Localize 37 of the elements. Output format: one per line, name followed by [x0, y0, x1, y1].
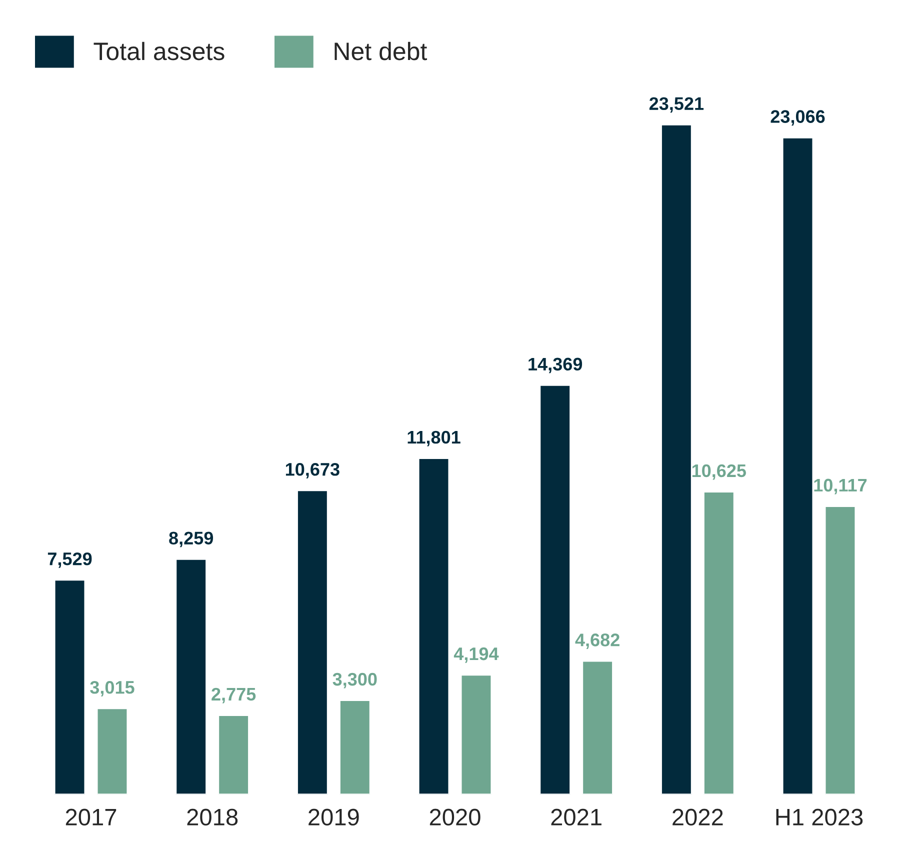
- bar: [703, 491, 735, 794]
- bar: [418, 458, 450, 794]
- data-label: 11,801: [408, 430, 460, 446]
- x-tick-label: 2022: [672, 808, 723, 826]
- bar: [175, 558, 207, 794]
- data-label: 23,066: [770, 110, 825, 126]
- bar: [660, 124, 692, 794]
- x-tick-label: 2017: [66, 808, 116, 826]
- bar: [339, 700, 371, 794]
- data-label: 3,015: [90, 681, 134, 696]
- bar: [218, 714, 250, 794]
- data-label: 4,682: [575, 634, 620, 649]
- data-label: 10,673: [286, 462, 340, 478]
- bar: [539, 384, 571, 794]
- bar: [582, 660, 614, 794]
- bar: [460, 674, 492, 794]
- bar: [824, 506, 856, 794]
- bar: [296, 490, 328, 794]
- data-label: 2,775: [212, 688, 256, 704]
- data-label: 14,369: [528, 358, 582, 374]
- data-label: 7,529: [48, 552, 92, 568]
- bar: [54, 579, 86, 794]
- data-label: 10,117: [814, 478, 867, 494]
- data-label: 4,194: [454, 647, 499, 663]
- data-label: 8,259: [169, 532, 214, 548]
- legend-label: Total assets: [94, 42, 224, 60]
- x-tick-label: 2019: [308, 808, 359, 826]
- x-tick-label: 2018: [187, 808, 238, 826]
- x-tick-label: H1 2023: [776, 808, 863, 826]
- x-tick-label: 2020: [430, 808, 480, 826]
- bar: [782, 136, 814, 794]
- x-tick-label: 2021: [551, 808, 602, 826]
- data-label: 10,625: [692, 464, 746, 480]
- data-label: 23,521: [649, 97, 704, 113]
- legend-label: Net debt: [334, 42, 428, 60]
- data-label: 3,300: [332, 672, 377, 688]
- bar: [96, 708, 128, 794]
